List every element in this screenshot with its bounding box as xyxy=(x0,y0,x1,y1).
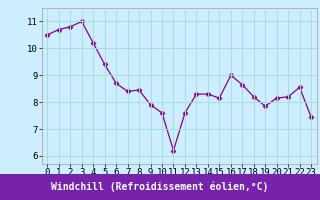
Text: Windchill (Refroidissement éolien,°C): Windchill (Refroidissement éolien,°C) xyxy=(51,182,269,192)
